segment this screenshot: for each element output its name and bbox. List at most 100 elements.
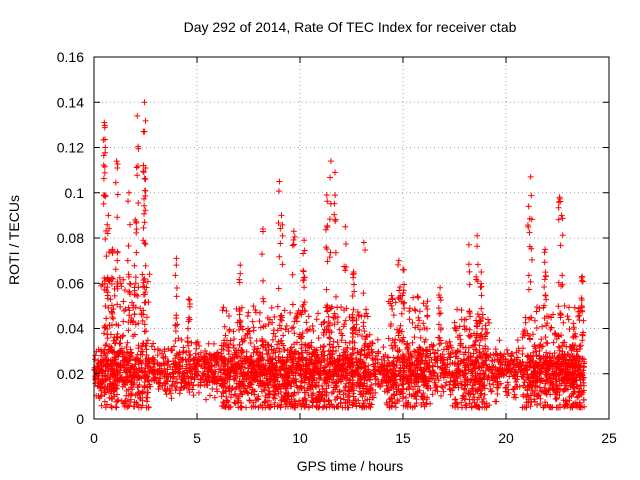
data-point xyxy=(140,224,147,231)
data-point xyxy=(324,224,331,231)
x-tick-label: 25 xyxy=(601,430,617,446)
data-point xyxy=(222,361,229,368)
data-point xyxy=(364,383,371,390)
data-point xyxy=(126,280,133,287)
data-point xyxy=(303,319,310,326)
data-point xyxy=(173,315,180,322)
data-point xyxy=(411,306,418,313)
data-point xyxy=(558,311,565,318)
data-point xyxy=(124,339,131,346)
data-point xyxy=(537,379,544,386)
data-point xyxy=(143,398,150,405)
data-point xyxy=(511,391,518,398)
data-point xyxy=(113,404,120,411)
data-point xyxy=(215,349,222,356)
data-point xyxy=(478,292,485,299)
y-axis-label: ROTI / TECUs xyxy=(6,195,22,285)
data-point xyxy=(141,240,148,247)
data-point xyxy=(230,336,237,343)
data-point xyxy=(111,340,118,347)
data-point xyxy=(237,388,244,395)
data-point xyxy=(135,284,142,291)
data-point xyxy=(141,210,148,217)
data-point xyxy=(424,313,431,320)
data-point xyxy=(527,173,534,180)
data-point xyxy=(531,317,538,324)
data-point xyxy=(308,375,315,382)
data-point xyxy=(392,404,399,411)
data-point xyxy=(327,335,334,342)
data-point xyxy=(313,379,320,386)
data-point xyxy=(566,304,573,311)
data-point xyxy=(173,375,180,382)
data-point xyxy=(450,349,457,356)
data-point xyxy=(154,352,161,359)
data-point xyxy=(112,179,119,186)
data-point xyxy=(126,189,133,196)
data-point xyxy=(143,346,150,353)
data-point xyxy=(395,261,402,268)
data-point xyxy=(114,398,121,405)
data-point xyxy=(472,337,479,344)
data-point xyxy=(141,202,148,209)
data-point xyxy=(185,325,192,332)
data-point xyxy=(527,335,534,342)
data-point xyxy=(478,305,485,312)
data-point xyxy=(176,390,183,397)
x-tick-label: 5 xyxy=(193,430,201,446)
data-point xyxy=(445,351,452,358)
data-point xyxy=(416,308,423,315)
data-point xyxy=(226,351,233,358)
data-point xyxy=(341,387,348,394)
data-point xyxy=(571,304,578,311)
data-point xyxy=(409,319,416,326)
data-point xyxy=(142,262,149,269)
data-point xyxy=(111,292,118,299)
data-point xyxy=(525,286,532,293)
data-point xyxy=(427,400,434,407)
data-point xyxy=(436,334,443,341)
data-point xyxy=(580,382,587,389)
data-point xyxy=(135,345,142,352)
data-point xyxy=(395,348,402,355)
data-point xyxy=(127,221,134,228)
data-point xyxy=(143,314,150,321)
data-point xyxy=(543,349,550,356)
data-point xyxy=(186,389,193,396)
data-point xyxy=(305,313,312,320)
data-point xyxy=(332,192,339,199)
data-point xyxy=(290,324,297,331)
data-point xyxy=(496,337,503,344)
data-point xyxy=(421,325,428,332)
data-point xyxy=(140,283,147,290)
data-point xyxy=(278,212,285,219)
data-point xyxy=(332,217,339,224)
data-point xyxy=(553,396,560,403)
data-point xyxy=(289,242,296,249)
data-point xyxy=(313,346,320,353)
data-point xyxy=(140,128,147,135)
data-point xyxy=(236,276,243,283)
data-point xyxy=(537,341,544,348)
data-point xyxy=(270,327,277,334)
data-point xyxy=(443,340,450,347)
data-point xyxy=(227,337,234,344)
data-point xyxy=(525,203,532,210)
data-point xyxy=(578,274,585,281)
data-point xyxy=(418,393,425,400)
y-tick-label: 0.14 xyxy=(57,94,84,110)
data-point xyxy=(162,387,169,394)
data-point xyxy=(172,337,179,344)
data-point xyxy=(302,357,309,364)
data-point xyxy=(327,249,334,256)
data-point xyxy=(557,242,564,249)
data-point xyxy=(528,192,535,199)
data-point xyxy=(281,307,288,314)
data-point xyxy=(429,391,436,398)
data-point xyxy=(327,158,334,165)
data-point xyxy=(101,192,108,199)
chart-title: Day 292 of 2014, Rate Of TEC Index for r… xyxy=(184,19,517,35)
data-point xyxy=(522,319,529,326)
data-point xyxy=(283,322,290,329)
data-point xyxy=(451,319,458,326)
